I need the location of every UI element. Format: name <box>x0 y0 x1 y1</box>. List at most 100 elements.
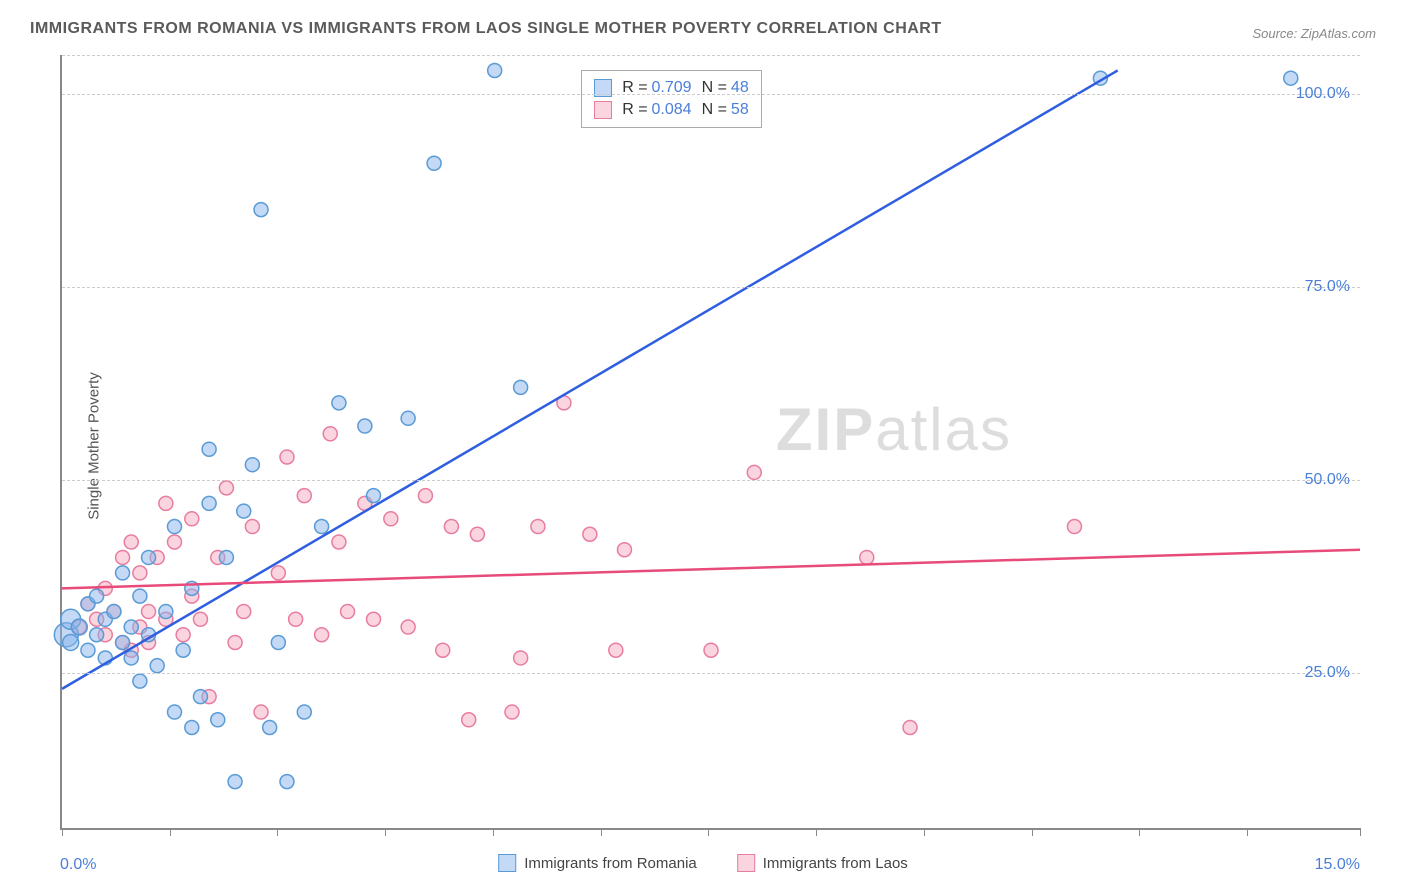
point-romania <box>124 620 138 634</box>
point-laos <box>583 527 597 541</box>
grid-line <box>62 480 1360 481</box>
point-romania <box>211 713 225 727</box>
legend-row-romania: R = 0.709 N = 48 <box>594 77 749 99</box>
point-romania <box>514 380 528 394</box>
point-laos <box>237 605 251 619</box>
point-laos <box>219 481 233 495</box>
x-tick <box>601 828 602 836</box>
legend-item-romania: Immigrants from Romania <box>498 854 697 872</box>
point-romania <box>254 203 268 217</box>
point-laos <box>185 512 199 526</box>
plot-area: R = 0.709 N = 48 R = 0.084 N = 58 ZIPatl… <box>60 55 1360 830</box>
point-romania <box>176 643 190 657</box>
point-laos <box>609 643 623 657</box>
point-laos <box>159 496 173 510</box>
point-romania <box>202 496 216 510</box>
point-laos <box>531 520 545 534</box>
swatch-laos <box>594 101 612 119</box>
series-legend: Immigrants from Romania Immigrants from … <box>498 854 908 872</box>
point-romania <box>116 635 130 649</box>
point-laos <box>384 512 398 526</box>
point-laos <box>470 527 484 541</box>
point-romania <box>315 520 329 534</box>
r-label: R = <box>622 101 647 119</box>
point-laos <box>401 620 415 634</box>
point-romania <box>297 705 311 719</box>
point-laos <box>133 566 147 580</box>
y-tick-label: 50.0% <box>1305 471 1350 489</box>
point-romania <box>271 635 285 649</box>
point-romania <box>332 396 346 410</box>
point-laos <box>462 713 476 727</box>
point-romania <box>167 520 181 534</box>
point-romania <box>81 643 95 657</box>
n-value-laos: 58 <box>731 101 749 119</box>
point-laos <box>142 605 156 619</box>
legend-text-laos: Immigrants from Laos <box>763 855 908 872</box>
point-romania <box>280 775 294 789</box>
grid-line <box>62 673 1360 674</box>
regression-romania <box>62 70 1118 688</box>
point-romania <box>228 775 242 789</box>
point-romania <box>63 634 79 650</box>
r-value-romania: 0.709 <box>652 79 692 97</box>
point-laos <box>514 651 528 665</box>
watermark: ZIPatlas <box>776 395 1012 464</box>
x-tick <box>62 828 63 836</box>
point-romania <box>427 156 441 170</box>
source-attribution: Source: ZipAtlas.com <box>1252 26 1376 41</box>
x-tick <box>1032 828 1033 836</box>
point-laos <box>747 465 761 479</box>
legend-text-romania: Immigrants from Romania <box>524 855 697 872</box>
grid-line <box>62 287 1360 288</box>
n-label: N = <box>702 101 727 119</box>
y-tick-label: 100.0% <box>1296 85 1350 103</box>
x-tick <box>1360 828 1361 836</box>
watermark-bold: ZIP <box>776 396 875 463</box>
point-laos <box>860 550 874 564</box>
r-label: R = <box>622 79 647 97</box>
x-tick <box>1139 828 1140 836</box>
x-axis-min-label: 0.0% <box>60 856 96 874</box>
point-romania <box>245 458 259 472</box>
point-laos <box>704 643 718 657</box>
n-value-romania: 48 <box>731 79 749 97</box>
point-laos <box>124 535 138 549</box>
swatch-romania <box>594 79 612 97</box>
x-tick <box>1247 828 1248 836</box>
y-tick-label: 75.0% <box>1305 278 1350 296</box>
point-romania <box>185 721 199 735</box>
point-laos <box>228 635 242 649</box>
point-romania <box>142 550 156 564</box>
point-laos <box>444 520 458 534</box>
point-laos <box>271 566 285 580</box>
point-romania <box>133 589 147 603</box>
x-tick <box>385 828 386 836</box>
legend-item-laos: Immigrants from Laos <box>737 854 908 872</box>
chart-title: IMMIGRANTS FROM ROMANIA VS IMMIGRANTS FR… <box>30 20 942 38</box>
point-laos <box>289 612 303 626</box>
point-laos <box>323 427 337 441</box>
point-laos <box>116 550 130 564</box>
point-romania <box>116 566 130 580</box>
point-romania <box>167 705 181 719</box>
point-romania <box>133 674 147 688</box>
n-label: N = <box>702 79 727 97</box>
point-laos <box>418 489 432 503</box>
y-tick-label: 25.0% <box>1305 664 1350 682</box>
point-romania <box>488 63 502 77</box>
x-tick <box>816 828 817 836</box>
point-romania <box>237 504 251 518</box>
x-tick <box>277 828 278 836</box>
point-romania <box>263 721 277 735</box>
grid-line <box>62 94 1360 95</box>
chart-svg <box>62 55 1360 828</box>
regression-laos <box>62 550 1360 589</box>
point-laos <box>245 520 259 534</box>
point-romania <box>90 589 104 603</box>
point-romania <box>124 651 138 665</box>
point-laos <box>1067 520 1081 534</box>
point-laos <box>505 705 519 719</box>
point-romania <box>193 690 207 704</box>
point-laos <box>436 643 450 657</box>
